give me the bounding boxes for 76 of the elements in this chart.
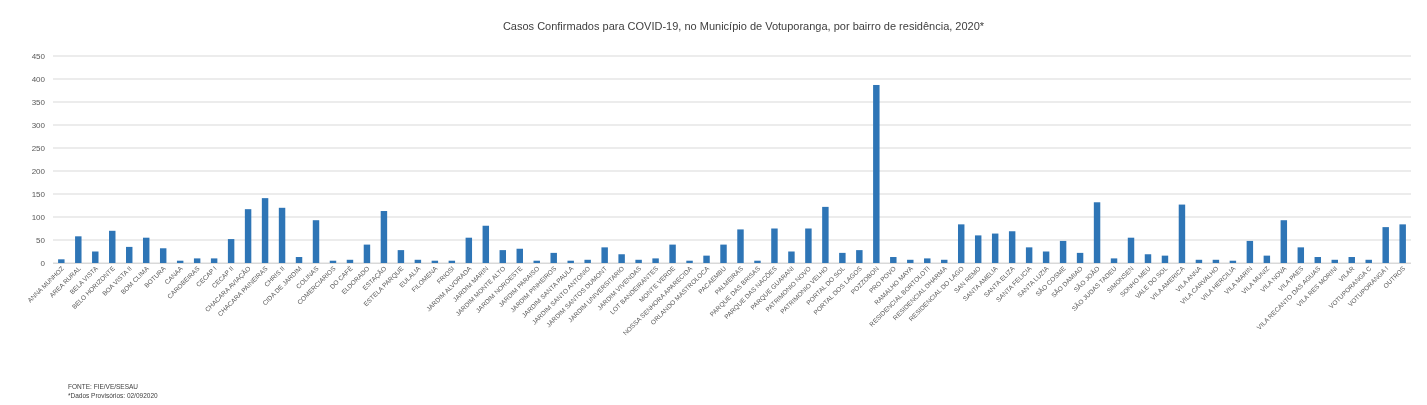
bar xyxy=(1297,247,1305,263)
y-tick-label: 0 xyxy=(40,258,46,268)
bar xyxy=(550,252,557,263)
chart-title: Casos Confirmados para COVID-19, no Município de Votuporanga, por bairro de residência, 2020* xyxy=(502,20,985,32)
bar xyxy=(142,237,150,263)
y-tick-label: 150 xyxy=(31,189,46,199)
bar xyxy=(1093,202,1101,263)
bar xyxy=(991,233,999,263)
y-tick-label: 200 xyxy=(31,166,46,176)
bar xyxy=(1314,257,1322,263)
bar xyxy=(669,244,676,263)
y-tick-label: 50 xyxy=(36,235,46,245)
bar xyxy=(261,198,269,263)
bar xyxy=(1110,258,1118,263)
y-tick-label: 350 xyxy=(31,97,46,107)
bar xyxy=(1008,231,1016,263)
bar xyxy=(1246,240,1254,263)
bar xyxy=(363,244,371,263)
bar xyxy=(1127,237,1135,263)
y-tick-label: 100 xyxy=(31,212,46,222)
bar xyxy=(1348,257,1355,263)
bar xyxy=(1144,254,1152,263)
bar xyxy=(873,84,880,263)
bar xyxy=(92,251,99,263)
bar xyxy=(193,258,201,263)
bar xyxy=(805,228,812,263)
bar xyxy=(856,250,863,263)
bar xyxy=(584,259,591,263)
bar xyxy=(380,211,388,263)
bar xyxy=(567,260,574,263)
bar xyxy=(686,260,693,263)
bar xyxy=(635,259,642,263)
y-tick-label: 300 xyxy=(31,120,46,130)
bar xyxy=(907,259,914,263)
bar xyxy=(499,250,507,263)
bar xyxy=(754,260,761,263)
bar xyxy=(652,258,659,263)
bar xyxy=(839,252,846,263)
bar xyxy=(227,239,235,263)
bar xyxy=(924,258,931,263)
bar xyxy=(482,225,490,263)
bar xyxy=(278,207,286,263)
bar xyxy=(1178,204,1186,263)
bar xyxy=(822,206,829,263)
bar xyxy=(974,235,982,263)
bar xyxy=(244,209,252,263)
bar xyxy=(75,236,82,263)
bar xyxy=(397,250,405,263)
bar xyxy=(465,237,473,263)
y-tick-label: 400 xyxy=(31,74,46,84)
bar xyxy=(957,224,965,263)
bar xyxy=(890,257,897,263)
bar xyxy=(1025,247,1033,263)
bar xyxy=(312,220,320,263)
bar xyxy=(1280,220,1288,263)
bar xyxy=(1382,227,1389,263)
bar xyxy=(58,259,65,263)
y-tick-label: 450 xyxy=(31,51,46,61)
bar xyxy=(618,254,625,263)
bar xyxy=(1076,252,1084,263)
bar xyxy=(516,248,523,263)
bar xyxy=(210,258,218,263)
bar xyxy=(1399,224,1406,263)
bar xyxy=(737,229,744,263)
bar xyxy=(109,230,116,263)
bar xyxy=(1059,240,1067,263)
bar xyxy=(771,228,778,263)
bar xyxy=(159,248,167,263)
bar xyxy=(720,244,727,263)
y-tick-label: 250 xyxy=(31,143,46,153)
bar xyxy=(703,255,710,263)
bar xyxy=(1365,259,1372,263)
bar xyxy=(126,246,133,263)
bar xyxy=(788,251,795,263)
bar xyxy=(295,257,303,263)
bar xyxy=(601,247,608,263)
